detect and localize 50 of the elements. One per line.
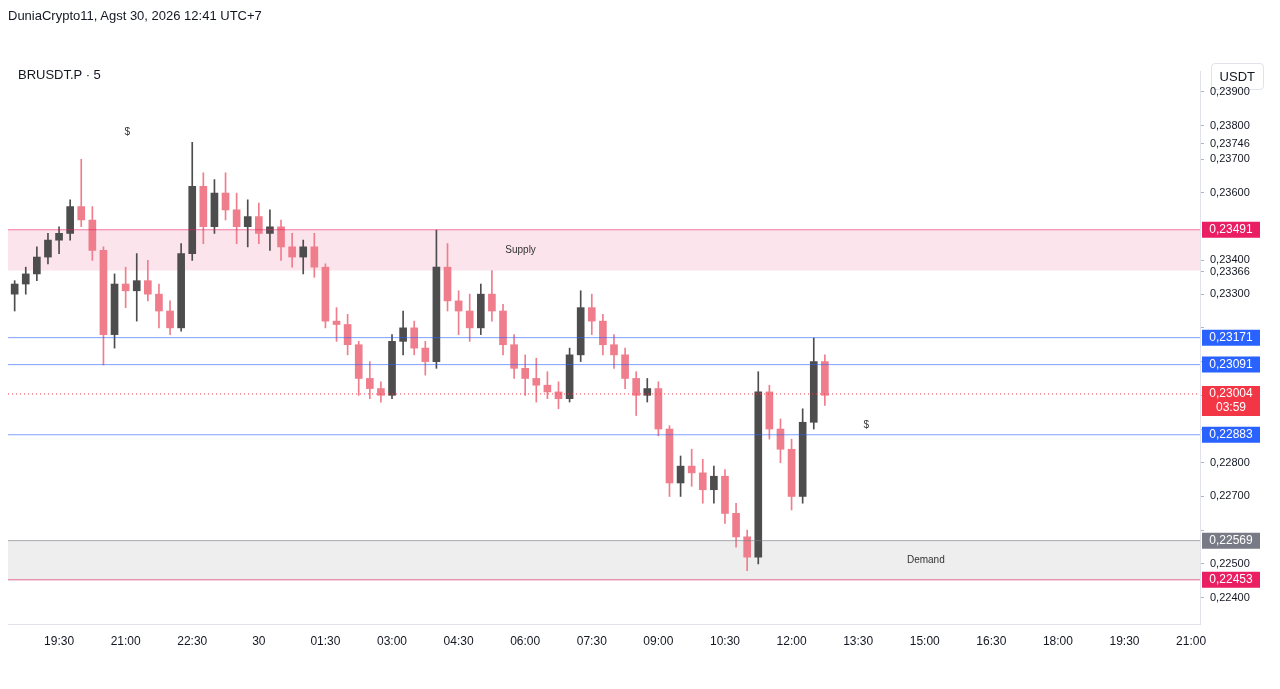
candlestick xyxy=(266,209,274,251)
chart-subtitle: DuniaCrypto11, Agst 30, 2026 12:41 UTC+7 xyxy=(8,8,263,23)
y-tick-label: 0,23600 xyxy=(1210,186,1250,199)
y-tick-label: 0,23900 xyxy=(1210,84,1250,97)
y-tick-label: 0,22400 xyxy=(1210,590,1250,603)
chart-title: BRUSDT.P · 5 xyxy=(18,67,101,82)
annotation: $ xyxy=(863,419,870,431)
candlestick xyxy=(243,199,252,248)
x-tick-label: 16:30 xyxy=(976,634,1007,649)
candlestick xyxy=(132,253,141,322)
x-tick-label: 03:00 xyxy=(377,634,408,649)
x-tick-label: 19:30 xyxy=(1109,634,1140,649)
band-label: Demand xyxy=(906,554,945,566)
y-tick-label: 0,23700 xyxy=(1210,152,1250,165)
ref-line-label: 0,23004 03:59 xyxy=(1209,386,1254,415)
y-tick-label: 0,23400 xyxy=(1210,253,1250,266)
x-tick-label: 13:30 xyxy=(843,634,874,649)
x-tick-label: 09:00 xyxy=(643,634,674,649)
candlestick xyxy=(687,448,696,487)
y-tick-label: 0,23300 xyxy=(1210,287,1250,300)
y-tick-label: 0,22700 xyxy=(1210,489,1250,502)
y-tick-label: 0,23746 xyxy=(1210,136,1250,149)
x-tick-label: 04:30 xyxy=(443,634,474,649)
x-tick-label: 18:00 xyxy=(1042,634,1074,649)
x-tick-label: 30 xyxy=(252,634,266,649)
x-tick-label: 10:30 xyxy=(709,634,741,649)
annotation: $ xyxy=(124,126,131,138)
x-tick-label: 06:00 xyxy=(510,634,541,649)
y-tick-label: 0,22500 xyxy=(1210,556,1250,569)
x-tick-label: 12:00 xyxy=(776,634,807,649)
ref-line-label: 0,22569 xyxy=(1209,532,1254,547)
x-tick-label: 21:00 xyxy=(110,634,141,649)
band-label: Supply xyxy=(505,244,536,256)
y-tick-label: 0,22800 xyxy=(1210,455,1250,468)
x-tick-label: 07:30 xyxy=(576,634,608,649)
y-axis-title: USDT xyxy=(1219,69,1255,84)
x-tick-label: 19:30 xyxy=(44,634,75,649)
ref-line-label: 0,23171 xyxy=(1209,329,1254,344)
x-tick-label: 15:00 xyxy=(909,634,941,649)
y-tick-label: 0,23800 xyxy=(1210,118,1250,131)
x-tick-label: 21:00 xyxy=(1176,634,1207,649)
ref-line-label: 0,22453 xyxy=(1209,572,1254,587)
y-tick-label: 0,23366 xyxy=(1210,264,1250,277)
x-tick-label: 22:30 xyxy=(177,634,208,649)
candlestick xyxy=(532,357,541,403)
candlestick xyxy=(77,158,86,228)
ref-line-label: 0,23491 xyxy=(1209,222,1254,237)
ref-line-label: 0,22883 xyxy=(1209,427,1254,442)
ref-line-label: 0,23091 xyxy=(1209,356,1254,371)
x-tick-label: 01:30 xyxy=(310,634,341,649)
